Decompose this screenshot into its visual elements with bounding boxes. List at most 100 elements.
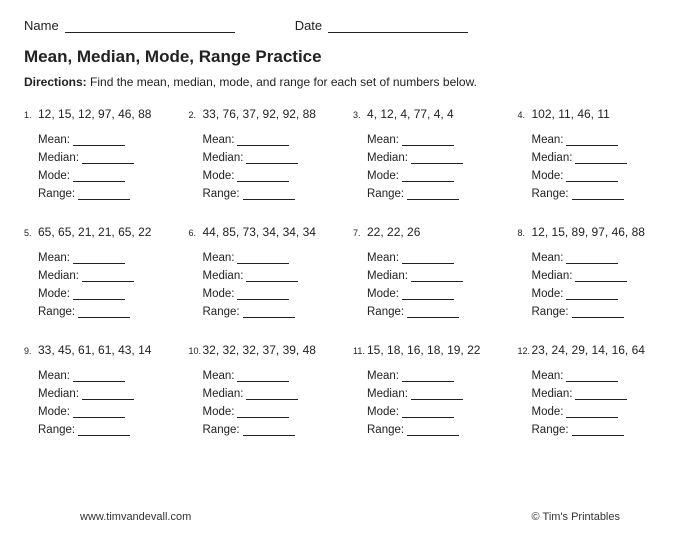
problem: 8.12, 15, 89, 97, 46, 88Mean:Median:Mode… (518, 225, 677, 321)
answer-blank[interactable] (237, 288, 289, 300)
answers-block: Mean:Median:Mode:Range: (189, 131, 348, 200)
answer-blank[interactable] (78, 424, 130, 436)
directions: Directions: Find the mean, median, mode,… (24, 75, 676, 89)
answer-blank[interactable] (78, 188, 130, 200)
problem: 9.33, 45, 61, 61, 43, 14Mean:Median:Mode… (24, 343, 183, 439)
answer-blank[interactable] (73, 406, 125, 418)
answer-blank[interactable] (237, 252, 289, 264)
answer-blank[interactable] (411, 152, 463, 164)
answer-blank[interactable] (246, 388, 298, 400)
answer-blank[interactable] (407, 188, 459, 200)
problem-head: 3.4, 12, 4, 77, 4, 4 (353, 107, 512, 121)
answer-label: Mean: (38, 370, 70, 382)
answer-blank[interactable] (411, 270, 463, 282)
answer-blank[interactable] (566, 252, 618, 264)
answer-label: Median: (367, 152, 408, 164)
problem-head: 1.12, 15, 12, 97, 46, 88 (24, 107, 183, 121)
answer-blank[interactable] (402, 370, 454, 382)
answer-blank[interactable] (575, 152, 627, 164)
problem: 4.102, 11, 46, 11Mean:Median:Mode:Range: (518, 107, 677, 203)
answer-blank[interactable] (82, 388, 134, 400)
answer-blank[interactable] (402, 406, 454, 418)
answer-blank[interactable] (402, 288, 454, 300)
answer-blank[interactable] (402, 252, 454, 264)
problem: 11.15, 18, 16, 18, 19, 22Mean:Median:Mod… (353, 343, 512, 439)
answer-blank[interactable] (82, 270, 134, 282)
answer-blank[interactable] (566, 288, 618, 300)
answer-blank[interactable] (566, 406, 618, 418)
answer-blank[interactable] (411, 388, 463, 400)
answer-blank[interactable] (566, 134, 618, 146)
answer-blank[interactable] (575, 270, 627, 282)
footer: www.timvandevall.com © Tim's Printables (0, 511, 700, 523)
answer-label: Median: (38, 270, 79, 282)
answer-blank[interactable] (73, 170, 125, 182)
answer-row: Mode: (203, 403, 348, 418)
answer-blank[interactable] (73, 288, 125, 300)
answer-label: Median: (38, 152, 79, 164)
answer-blank[interactable] (78, 306, 130, 318)
answer-label: Mode: (532, 288, 564, 300)
problem-head: 5.65, 65, 21, 21, 65, 22 (24, 225, 183, 239)
answer-row: Mean: (203, 131, 348, 146)
problems-grid: 1.12, 15, 12, 97, 46, 88Mean:Median:Mode… (24, 107, 676, 439)
answer-row: Median: (38, 149, 183, 164)
answer-row: Median: (367, 385, 512, 400)
answer-blank[interactable] (407, 306, 459, 318)
answer-blank[interactable] (407, 424, 459, 436)
answer-blank[interactable] (73, 252, 125, 264)
answer-label: Mode: (532, 170, 564, 182)
answer-row: Median: (532, 267, 677, 282)
answer-blank[interactable] (237, 370, 289, 382)
problem: 10.32, 32, 32, 37, 39, 48Mean:Median:Mod… (189, 343, 348, 439)
problem-numbers: 102, 11, 46, 11 (532, 107, 610, 121)
answer-blank[interactable] (243, 424, 295, 436)
answer-blank[interactable] (246, 152, 298, 164)
problem-numbers: 32, 32, 32, 37, 39, 48 (203, 343, 316, 357)
answer-row: Mean: (38, 367, 183, 382)
problem-head: 12.23, 24, 29, 14, 16, 64 (518, 343, 677, 357)
answers-block: Mean:Median:Mode:Range: (24, 367, 183, 436)
problem-number: 12. (518, 346, 532, 356)
date-blank[interactable] (328, 20, 468, 33)
problem-head: 8.12, 15, 89, 97, 46, 88 (518, 225, 677, 239)
answer-label: Mean: (367, 134, 399, 146)
answer-blank[interactable] (572, 424, 624, 436)
answer-blank[interactable] (73, 370, 125, 382)
answer-blank[interactable] (243, 188, 295, 200)
answer-blank[interactable] (402, 170, 454, 182)
answer-blank[interactable] (243, 306, 295, 318)
name-blank[interactable] (65, 20, 235, 33)
problem-number: 4. (518, 110, 532, 120)
answer-label: Median: (532, 270, 573, 282)
answers-block: Mean:Median:Mode:Range: (24, 249, 183, 318)
answer-label: Mean: (203, 134, 235, 146)
answer-blank[interactable] (237, 170, 289, 182)
answer-row: Median: (203, 267, 348, 282)
answer-blank[interactable] (82, 152, 134, 164)
answer-row: Median: (532, 149, 677, 164)
answer-blank[interactable] (575, 388, 627, 400)
answer-blank[interactable] (566, 370, 618, 382)
answer-row: Range: (203, 421, 348, 436)
problem: 12.23, 24, 29, 14, 16, 64 Mean:Median:Mod… (518, 343, 677, 439)
answer-blank[interactable] (73, 134, 125, 146)
answers-block: Mean:Median:Mode:Range: (518, 367, 677, 436)
directions-text: Find the mean, median, mode, and range f… (87, 75, 477, 89)
answer-blank[interactable] (246, 270, 298, 282)
answer-blank[interactable] (572, 306, 624, 318)
answer-row: Mean: (532, 131, 677, 146)
header-row: Name Date (24, 18, 676, 33)
answer-blank[interactable] (566, 170, 618, 182)
answer-blank[interactable] (572, 188, 624, 200)
problem-numbers: 23, 24, 29, 14, 16, 64 (532, 343, 645, 357)
answer-row: Median: (367, 149, 512, 164)
answer-blank[interactable] (237, 134, 289, 146)
problem-number: 6. (189, 228, 203, 238)
footer-credit: © Tim's Printables (532, 511, 620, 523)
answer-row: Mean: (203, 249, 348, 264)
answer-blank[interactable] (237, 406, 289, 418)
answer-blank[interactable] (402, 134, 454, 146)
problem-number: 3. (353, 110, 367, 120)
answer-label: Median: (367, 270, 408, 282)
